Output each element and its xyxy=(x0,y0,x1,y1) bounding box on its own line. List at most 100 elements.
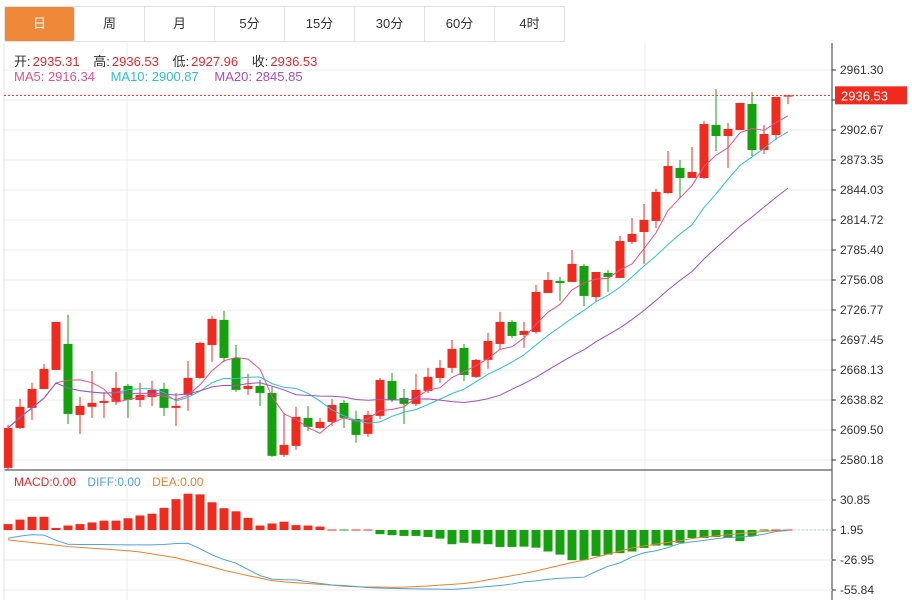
macd-bar-positive xyxy=(75,524,85,531)
price-tick-label: 2902.67 xyxy=(840,123,884,137)
candle-up xyxy=(423,376,433,391)
price-tick-label: 2961.30 xyxy=(840,63,884,77)
candle-down xyxy=(603,272,613,277)
candle-up xyxy=(207,318,217,345)
macd-tick-label: -55.84 xyxy=(840,583,874,597)
candle-up xyxy=(495,321,505,344)
macd-bar-negative xyxy=(567,530,577,561)
macd-bar-negative xyxy=(639,530,649,548)
candle-up xyxy=(99,400,109,403)
macd-bar-negative xyxy=(747,530,757,536)
candle-up xyxy=(51,321,61,370)
candle-up xyxy=(471,359,481,377)
close-label: 收: xyxy=(251,54,269,69)
macd-bar-negative xyxy=(507,530,517,547)
price-tick-label: 2580.18 xyxy=(840,453,884,467)
candle-up xyxy=(243,385,253,389)
candle-down xyxy=(351,418,361,435)
candle-up xyxy=(483,340,493,360)
macd-bar-positive xyxy=(183,493,193,531)
price-tick-label: 2697.45 xyxy=(840,333,884,347)
candle-up xyxy=(27,388,37,408)
candle-up xyxy=(723,128,733,137)
macd-bar-positive xyxy=(255,525,265,531)
tab-day[interactable]: 日 xyxy=(4,7,74,41)
candle-up xyxy=(315,421,325,428)
diff-value: DIFF:0.00 xyxy=(87,475,141,489)
macd-bar-positive xyxy=(195,494,205,531)
candle-up xyxy=(171,405,181,408)
macd-bar-positive xyxy=(279,521,289,531)
macd-bar-positive xyxy=(267,523,277,531)
macd-value: MACD:0.00 xyxy=(14,475,77,489)
macd-bar-positive xyxy=(231,511,241,531)
macd-bar-positive xyxy=(123,518,133,531)
macd-bar-negative xyxy=(579,530,589,561)
macd-bar-negative xyxy=(675,530,685,543)
candle-down xyxy=(387,380,397,400)
macd-bar-negative xyxy=(375,530,385,535)
tab-15min[interactable]: 15分 xyxy=(284,7,354,41)
candle-up xyxy=(543,279,553,293)
open-value: 2935.31 xyxy=(32,54,80,69)
candle-down xyxy=(159,388,169,408)
ma-info: MA5: 2916.34 MA10: 2900.87 MA20: 2845.85 xyxy=(14,69,305,84)
candle-up xyxy=(4,427,13,468)
macd-bar-negative xyxy=(495,530,505,547)
macd-tick-label: 30.85 xyxy=(840,493,870,507)
macd-bar-positive xyxy=(87,522,97,531)
macd-bar-positive xyxy=(99,520,109,531)
macd-bar-positive xyxy=(303,525,313,531)
candle-down xyxy=(747,103,757,151)
candle-up xyxy=(735,102,745,130)
macd-bar-positive xyxy=(159,507,169,531)
candle-up xyxy=(663,165,673,194)
tab-60min[interactable]: 60分 xyxy=(424,7,494,41)
candle-up xyxy=(447,348,457,368)
candle-up xyxy=(363,414,373,434)
macd-bar-negative xyxy=(519,530,529,547)
candle-up xyxy=(567,263,577,282)
macd-bar-negative xyxy=(423,530,433,537)
candle-up xyxy=(183,377,193,395)
candle-up xyxy=(279,444,289,455)
candle-up xyxy=(627,233,637,242)
macd-bar-negative xyxy=(735,530,745,542)
macd-bar-negative xyxy=(723,530,733,538)
macd-bar-negative xyxy=(447,530,457,545)
candle-up xyxy=(375,379,385,416)
candle-up xyxy=(651,191,661,221)
price-tick-label: 2814.72 xyxy=(840,213,884,227)
candle-up xyxy=(435,367,445,378)
candle-up xyxy=(531,291,541,332)
ma10-value: MA10: 2900.87 xyxy=(110,69,199,84)
candle-up xyxy=(327,404,337,422)
tab-week[interactable]: 周 xyxy=(74,7,144,41)
candle-up xyxy=(771,97,781,135)
low-value: 2927.96 xyxy=(191,54,239,69)
tab-5min[interactable]: 5分 xyxy=(214,7,284,41)
price-tick-label: 2756.08 xyxy=(840,273,884,287)
candle-down xyxy=(459,347,469,375)
candle-up xyxy=(519,330,529,335)
ma5-value: MA5: 2916.34 xyxy=(14,69,95,84)
macd-bar-negative xyxy=(663,530,673,546)
tab-4hour[interactable]: 4时 xyxy=(494,7,564,41)
close-value: 2936.53 xyxy=(270,54,318,69)
macd-bar-negative xyxy=(687,530,697,538)
macd-bar-negative xyxy=(699,530,709,538)
candles-group xyxy=(4,89,793,470)
macd-tick-label: -26.95 xyxy=(840,553,874,567)
ma5-line xyxy=(7,115,789,434)
tab-month[interactable]: 月 xyxy=(144,7,214,41)
current-price-badge xyxy=(835,86,907,105)
tab-30min[interactable]: 30分 xyxy=(354,7,424,41)
candle-up xyxy=(411,389,421,404)
candle-down xyxy=(555,280,565,283)
candle-up xyxy=(783,95,793,97)
macd-bar-negative xyxy=(471,530,481,544)
ma20-value: MA20: 2845.85 xyxy=(214,69,303,84)
candle-up xyxy=(639,219,649,232)
candle-up xyxy=(687,171,697,178)
